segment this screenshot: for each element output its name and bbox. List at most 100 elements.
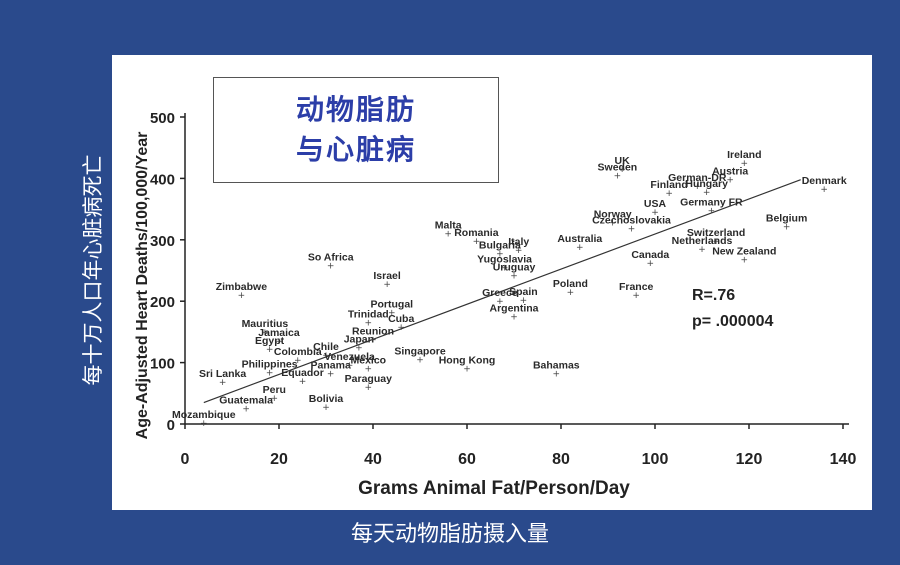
data-point-marker: +	[712, 237, 720, 247]
data-point-marker: +	[553, 370, 561, 380]
y-tick-label: 300	[150, 233, 175, 250]
data-point-marker: +	[520, 296, 528, 306]
data-point-label: Switzerland	[687, 227, 745, 239]
x-axis-label: Grams Animal Fat/Person/Day	[358, 478, 630, 499]
data-point-label: Canada	[631, 249, 669, 261]
data-point-marker: +	[365, 383, 373, 393]
data-point-marker: +	[266, 345, 274, 355]
data-point-label: Egypt	[255, 335, 285, 347]
data-point-marker: +	[266, 368, 274, 378]
data-point-marker: +	[510, 313, 518, 323]
data-point-label: France	[619, 281, 654, 293]
data-point-marker: +	[463, 365, 471, 375]
data-point-marker: +	[694, 182, 702, 192]
data-point-marker: +	[327, 370, 335, 380]
data-point-marker: +	[726, 176, 734, 186]
data-point-marker: +	[609, 219, 617, 229]
data-point-marker: +	[820, 185, 828, 195]
title-box: 动物脂肪 与心脏病	[213, 77, 499, 183]
data-point-label: Argentina	[489, 303, 538, 315]
data-point-label: Australia	[557, 233, 602, 245]
data-point-label: Mauritius	[242, 318, 289, 330]
x-tick-label: 140	[830, 451, 857, 468]
data-point-marker: +	[299, 377, 307, 387]
data-point-marker: +	[383, 280, 391, 290]
data-point-label: Equador	[281, 367, 324, 379]
data-point-marker: +	[416, 356, 424, 366]
data-point-marker: +	[327, 262, 335, 272]
data-point-label: Romania	[454, 227, 499, 239]
data-point-marker: +	[365, 319, 373, 329]
data-point-marker: +	[365, 365, 373, 375]
data-point-marker: +	[322, 403, 330, 413]
data-point-label: Bulgaria	[479, 239, 521, 251]
data-point-label: German-DR	[668, 172, 727, 184]
data-point-label: Hong Kong	[439, 355, 496, 367]
data-point-label: Guatemala	[219, 395, 273, 407]
data-point-marker: +	[496, 297, 504, 307]
data-point-label: Trinidad	[348, 309, 389, 321]
data-point-label: Denmark	[802, 175, 847, 187]
data-point-marker: +	[510, 271, 518, 281]
data-point-label: Poland	[553, 278, 588, 290]
data-point-label: Zimbabwe	[216, 281, 268, 293]
data-point-label: Colombia	[274, 346, 322, 358]
data-point-label: Austria	[712, 166, 748, 178]
data-point-label: Paraguay	[345, 373, 392, 385]
data-point-label: Yugoslavia	[477, 253, 532, 265]
x-tick-label: 100	[642, 451, 669, 468]
r-value: R=.76	[692, 287, 735, 304]
data-point-label: Bahamas	[533, 360, 580, 372]
data-point-marker: +	[703, 188, 711, 198]
data-point-label: Israel	[373, 270, 401, 282]
data-point-label: Norway	[594, 209, 632, 221]
data-point-marker: +	[397, 323, 405, 333]
data-point-label: Japan	[344, 333, 374, 345]
data-point-label: Italy	[508, 236, 529, 248]
data-point-marker: +	[261, 328, 269, 338]
data-point-marker: +	[783, 222, 791, 232]
data-point-label: Philippines	[242, 358, 298, 370]
data-point-marker: +	[501, 263, 509, 273]
data-point-label: Singapore	[394, 346, 446, 358]
data-point-label: Hungary	[685, 178, 728, 190]
data-point-label: Sri Lanka	[199, 368, 246, 380]
data-point-marker: +	[647, 259, 655, 269]
data-point-marker: +	[632, 291, 640, 301]
data-point-label: Bolivia	[309, 393, 344, 405]
data-point-marker: +	[741, 255, 749, 265]
data-point-marker: +	[200, 419, 208, 429]
data-point-marker: +	[698, 245, 706, 255]
y-tick-label: 400	[150, 171, 175, 188]
data-point-marker: +	[322, 351, 330, 361]
data-point-marker: +	[665, 189, 673, 199]
data-point-marker: +	[567, 288, 575, 298]
x-tick-label: 40	[364, 451, 382, 468]
data-point-marker: +	[444, 230, 452, 240]
scatter-chart: 0 100 200 300 400 500 0 20 40 60 80 100 120 140 Grams …	[134, 110, 857, 499]
data-point-label: Ireland	[727, 149, 761, 161]
trend-line	[203, 179, 801, 404]
data-point-label: Panama	[311, 360, 351, 372]
data-point-marker: +	[651, 208, 659, 218]
data-point-label: UK	[615, 155, 631, 167]
data-point-marker: +	[346, 361, 354, 371]
data-point-marker: +	[294, 356, 302, 366]
data-point-label: Cuba	[388, 313, 414, 325]
x-tick-label: 80	[552, 451, 570, 468]
y-tick-label: 200	[150, 294, 175, 311]
data-point-marker: +	[496, 249, 504, 259]
y-tick-label: 0	[167, 417, 175, 434]
data-point-marker: +	[473, 237, 481, 247]
data-point-label: Finland	[650, 179, 687, 191]
x-tick-label: 60	[458, 451, 476, 468]
data-point-marker: +	[614, 171, 622, 181]
data-point-label: So Africa	[308, 252, 354, 264]
x-axis-label-chinese: 每天动物脂肪摄入量	[350, 522, 549, 547]
data-point-marker: +	[238, 291, 246, 301]
data-point-label: Chile	[313, 341, 339, 353]
data-point-marker: +	[576, 243, 584, 253]
y-axis-label: Age-Adjusted Heart Deaths/100,000/Year	[134, 132, 151, 440]
data-point-label: Netherlands	[672, 235, 733, 247]
data-point-marker: +	[708, 206, 716, 216]
